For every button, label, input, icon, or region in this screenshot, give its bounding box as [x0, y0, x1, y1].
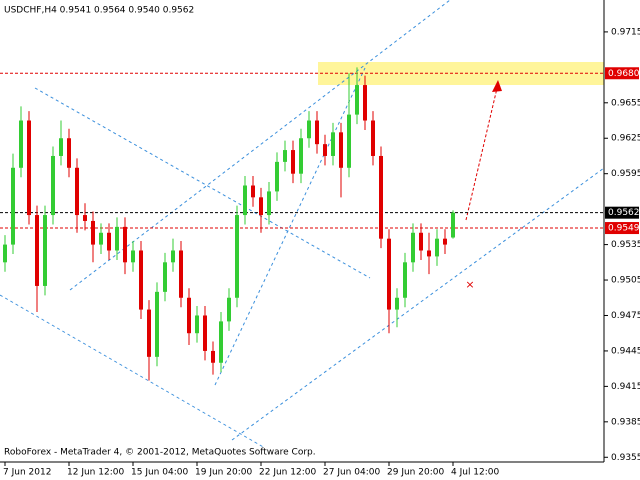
x-tick-label: 15 Jun 04:00: [131, 468, 188, 478]
candle-body: [443, 238, 447, 245]
candle-body: [387, 238, 391, 310]
candle-body: [219, 321, 223, 363]
x-tick-label: 4 Jul 12:00: [451, 468, 500, 478]
candle-body: [203, 315, 207, 351]
y-tick-label: 0.9655: [611, 98, 640, 108]
y-tick-label: 0.9355: [611, 453, 640, 463]
y-tick-label: 0.9385: [611, 417, 640, 427]
candle-body: [91, 220, 95, 245]
candle-body: [395, 297, 399, 310]
candle-body: [355, 85, 359, 115]
x-tick-label: 7 Jun 2012: [3, 468, 51, 478]
candle-body: [171, 250, 175, 263]
candle-body: [323, 144, 327, 156]
x-tick-label: 12 Jun 12:00: [67, 468, 124, 478]
candle-body: [155, 291, 159, 357]
y-tick-label: 0.9415: [611, 382, 640, 392]
price-label: 0.9680: [608, 69, 640, 79]
candle-body: [227, 297, 231, 322]
x-tick-label: 19 Jun 20:00: [195, 468, 252, 478]
candle-body: [235, 215, 239, 298]
candle-body: [363, 85, 367, 121]
price-label: 0.9549: [608, 224, 640, 234]
price-label-box: [605, 206, 639, 219]
candle-body: [27, 120, 31, 216]
chart-title: USDCHF,H4 0.9541 0.9564 0.9540 0.9562: [4, 6, 194, 16]
candle-body: [123, 226, 127, 263]
price-label-box: [605, 222, 639, 235]
candle-body: [347, 114, 351, 168]
footer: RoboForex - MetaTrader 4, © 2001-2012, M…: [4, 448, 316, 458]
candle-body: [83, 215, 87, 221]
y-tick-label: 0.9505: [611, 276, 640, 286]
x-tick-label: 27 Jun 04:00: [323, 468, 380, 478]
candle-body: [211, 350, 215, 363]
candle-body: [419, 232, 423, 251]
candle-body: [11, 167, 15, 245]
candle-body: [331, 132, 335, 156]
candle-body: [179, 250, 183, 298]
candle-body: [299, 138, 303, 174]
candle-body: [435, 238, 439, 257]
price-label: 0.9562: [608, 208, 640, 218]
candle-body: [75, 167, 79, 216]
candle-body: [131, 250, 135, 263]
y-tick-label: 0.9715: [611, 27, 640, 37]
candle-body: [115, 226, 119, 251]
candle-body: [371, 120, 375, 156]
candle-body: [283, 150, 287, 162]
y-tick-label: 0.9625: [611, 134, 640, 144]
candle-body: [35, 215, 39, 286]
candle-body: [59, 138, 63, 156]
price-label-box: [605, 67, 639, 80]
candle-body: [291, 150, 295, 174]
candle-body: [99, 232, 103, 245]
candle-body: [403, 262, 407, 298]
candle-body: [187, 297, 191, 334]
candle-body: [243, 185, 247, 216]
candle-body: [19, 120, 23, 168]
candle-body: [67, 138, 71, 168]
x-tick-label: 22 Jun 12:00: [259, 468, 316, 478]
candle-body: [267, 191, 271, 216]
candle-body: [451, 212, 455, 238]
candle-body: [411, 232, 415, 263]
candle-body: [139, 250, 143, 310]
y-tick-label: 0.9535: [611, 240, 640, 250]
candle-body: [195, 315, 199, 334]
y-tick-label: 0.9595: [611, 169, 640, 179]
candle-body: [259, 197, 263, 216]
candle-body: [251, 185, 255, 198]
candle-body: [275, 161, 279, 192]
candle-body: [163, 262, 167, 292]
candle-body: [307, 120, 311, 139]
candle-body: [43, 215, 47, 286]
candle-body: [339, 132, 343, 168]
candle-body: [147, 309, 151, 357]
candle-body: [379, 155, 383, 239]
cross-mark: ×: [465, 278, 474, 291]
arrow-head: [492, 80, 502, 92]
candle-body: [315, 120, 319, 145]
candle-body: [51, 155, 55, 216]
candle-body: [427, 250, 431, 257]
forecast-arrow: [465, 83, 499, 221]
y-tick-label: 0.9445: [611, 346, 640, 356]
x-tick-label: 29 Jun 20:00: [387, 468, 444, 478]
candle-body: [107, 232, 111, 251]
y-tick-label: 0.9475: [611, 311, 640, 321]
candle-body: [3, 244, 7, 263]
